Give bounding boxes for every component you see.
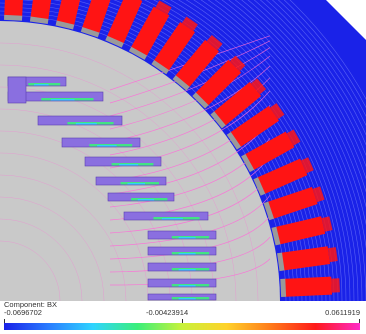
stator-coil	[80, 0, 115, 38]
stator-coil	[3, 0, 25, 21]
rotor-tab	[7, 76, 27, 104]
stator-coils	[3, 0, 340, 298]
legend-title: Component: BX	[4, 300, 57, 309]
stator-coil	[55, 0, 85, 30]
rotor-bar	[84, 156, 162, 167]
color-legend: Component: BX -0.0696702 -0.00423914 0.0…	[0, 301, 366, 334]
stator-coil	[105, 0, 144, 48]
stator-coil	[226, 103, 285, 150]
field-plot-viewport	[0, 0, 366, 301]
legend-tick-mid	[182, 319, 183, 323]
rotor-bar	[37, 115, 123, 126]
legend-min-label: -0.0696702	[4, 308, 42, 317]
stator-coil	[271, 216, 333, 246]
legend-max-label: 0.0611919	[325, 308, 360, 317]
legend-mid-label: -0.00423914	[146, 308, 189, 317]
rotor-bar	[147, 278, 217, 288]
rotor-bar	[123, 211, 209, 221]
rotor-bar	[147, 246, 217, 256]
legend-tick-max	[359, 319, 360, 323]
stator-coil	[277, 246, 338, 272]
legend-colorbar	[4, 323, 360, 330]
stator-coil	[192, 55, 246, 109]
stator-coil	[253, 157, 314, 196]
stator-coil	[172, 34, 223, 91]
stator-coil	[263, 186, 325, 221]
stator-coil	[29, 0, 55, 24]
legend-tick-min	[4, 319, 5, 323]
rotor-bar	[147, 230, 217, 240]
rotor-bar	[107, 192, 175, 202]
stator-coil	[280, 276, 340, 298]
rotor-bars	[7, 76, 217, 301]
rotor-bar	[147, 262, 217, 272]
stator-coil	[241, 129, 301, 173]
stator-coil	[151, 16, 198, 75]
rotor-bar	[95, 176, 167, 186]
stator-coil	[128, 0, 172, 60]
stator-coil	[210, 78, 267, 129]
rotor-bar	[147, 293, 217, 301]
rotor-bar	[61, 137, 141, 148]
